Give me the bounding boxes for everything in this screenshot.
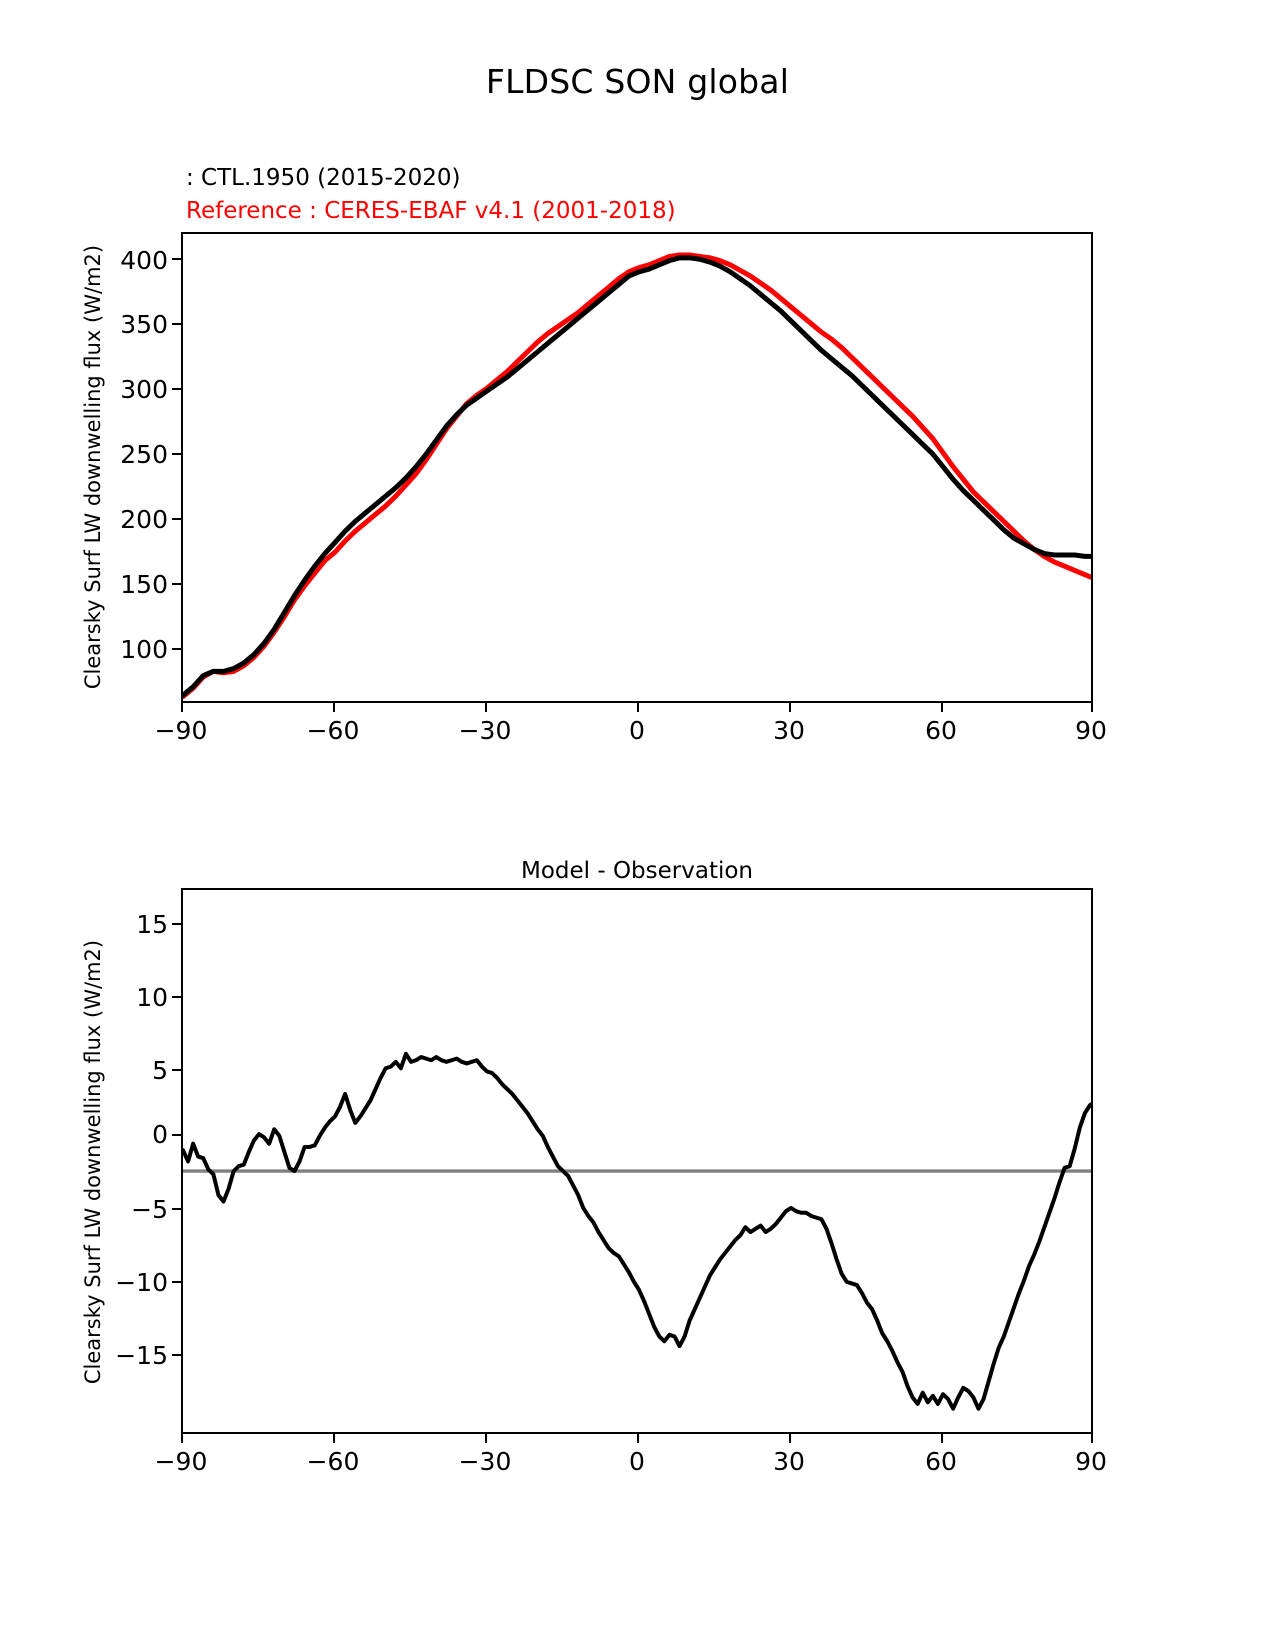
panel-top-ytickmark	[172, 258, 181, 261]
panel-top-xtickmark	[941, 703, 944, 712]
panel-top-ytickmark	[172, 323, 181, 326]
panel-bottom-xtickmark	[485, 1434, 488, 1443]
panel-top-xtick-n90: −90	[154, 716, 208, 745]
model-line-ctl1950	[183, 255, 1091, 698]
panel-top-xtick-90: 90	[1075, 716, 1107, 745]
panel-bottom-xtickmark	[941, 1434, 944, 1443]
panel-bottom-ytick-n15: −15	[115, 1341, 168, 1370]
panel-bottom-ytick-n10: −10	[115, 1268, 168, 1297]
panel-top-xtick-n30: −30	[458, 716, 512, 745]
panel-top-ytick-150: 150	[120, 570, 168, 599]
panel-top-xtick-60: 60	[925, 716, 957, 745]
panel-top-ytick-350: 350	[120, 310, 168, 339]
panel-top-xtick-30: 30	[773, 716, 805, 745]
panel-top-xtick-0: 0	[629, 716, 645, 745]
panel-top-ytickmark	[172, 453, 181, 456]
panel-bottom-ytickmark	[172, 1134, 181, 1137]
panel-bottom-ytick-n5: −5	[131, 1195, 168, 1224]
panel-bottom-xtick-n90: −90	[154, 1447, 208, 1476]
panel-bottom-xtick-90: 90	[1075, 1447, 1107, 1476]
panel-bottom-ytick-10: 10	[136, 983, 168, 1012]
panel-bottom-xtick-n30: −30	[458, 1447, 512, 1476]
panel-bottom-plot-area	[181, 888, 1093, 1434]
panel-bottom-xtickmark	[789, 1434, 792, 1443]
panel-bottom-xtick-0: 0	[629, 1447, 645, 1476]
panel-bottom-xtick-60: 60	[925, 1447, 957, 1476]
panel-bottom-xtick-n60: −60	[306, 1447, 360, 1476]
legend-model-entry: : CTL.1950 (2015-2020)	[186, 165, 461, 191]
reference-line-ceres-ebaf	[183, 252, 1091, 700]
panel-top-xtickmark	[181, 703, 184, 712]
panel-bottom-ytick-15: 15	[136, 910, 168, 939]
panel-bottom-xtickmark	[181, 1434, 184, 1443]
panel-top-xtickmark	[485, 703, 488, 712]
panel-top-ytickmark	[172, 648, 181, 651]
figure-title: FLDSC SON global	[485, 62, 790, 101]
legend-reference-entry: Reference : CERES-EBAF v4.1 (2001-2018)	[186, 198, 676, 224]
panel-bottom-title: Model - Observation	[520, 858, 754, 884]
panel-bottom-ytickmark	[172, 1354, 181, 1357]
panel-bottom-xtickmark	[637, 1434, 640, 1443]
panel-top-plot-area	[181, 232, 1093, 703]
panel-bottom-ytick-5: 5	[152, 1056, 168, 1085]
panel-top-xtickmark	[1091, 703, 1094, 712]
panel-top-ytick-100: 100	[120, 635, 168, 664]
model-minus-observation-line	[183, 1051, 1091, 1411]
panel-top-ytickmark	[172, 583, 181, 586]
panel-top-ytick-200: 200	[120, 505, 168, 534]
panel-top-ytickmark	[172, 388, 181, 391]
panel-bottom-ytickmark	[172, 1281, 181, 1284]
panel-bottom-ytickmark	[172, 996, 181, 999]
panel-bottom-ytickmark	[172, 923, 181, 926]
panel-bottom-xtickmark	[333, 1434, 336, 1443]
panel-top-ytick-250: 250	[120, 440, 168, 469]
panel-top-xtick-n60: −60	[306, 716, 360, 745]
panel-bottom-xtick-30: 30	[773, 1447, 805, 1476]
panel-top-xtickmark	[333, 703, 336, 712]
panel-top-ytickmark	[172, 518, 181, 521]
panel-bottom-xtickmark	[1091, 1434, 1094, 1443]
panel-top-ytick-400: 400	[120, 246, 168, 275]
panel-top-series-svg	[183, 252, 1091, 700]
panel-bottom-ytick-0: 0	[152, 1120, 168, 1149]
panel-bottom-ytickmark	[172, 1208, 181, 1211]
panel-bottom-ytickmark	[172, 1069, 181, 1072]
legend: : CTL.1950 (2015-2020) Reference : CERES…	[186, 162, 986, 228]
panel-top-xtickmark	[789, 703, 792, 712]
panel-bottom-series-svg	[183, 1051, 1091, 1411]
panel-top-ytick-300: 300	[120, 375, 168, 404]
panel-top-xtickmark	[637, 703, 640, 712]
